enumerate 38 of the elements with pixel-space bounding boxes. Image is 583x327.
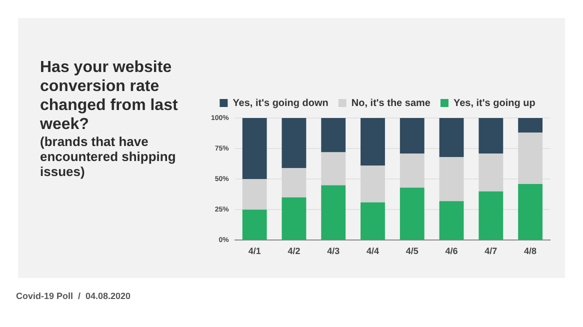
bar <box>518 132 543 184</box>
text: Covid-19 Poll / 04.08.2020 <box>16 291 131 301</box>
bar <box>321 152 346 186</box>
bar <box>400 188 424 240</box>
bar <box>478 118 504 154</box>
bar <box>360 118 385 166</box>
bar <box>478 191 504 240</box>
bar <box>321 185 346 240</box>
chart-title: Has your website conversion rate changed from last week? <box>40 58 179 134</box>
bar <box>282 118 306 168</box>
x-tick-label: 4/2 <box>288 246 300 256</box>
x-tick-label: 4/4 <box>366 246 380 256</box>
bar <box>439 201 464 240</box>
bar <box>360 166 385 202</box>
bar <box>439 157 464 202</box>
bar <box>478 153 504 192</box>
bar <box>439 118 464 158</box>
bar <box>360 202 385 240</box>
x-tick-label: 4/6 <box>445 246 458 256</box>
legend-label: Yes, it's going down <box>232 98 328 109</box>
text: (brands that have encountered shipping issues) <box>40 134 177 179</box>
legend-label: Yes, it's going up <box>453 98 536 109</box>
bar <box>400 153 424 188</box>
bar <box>282 168 306 198</box>
x-tick-label: 4/8 <box>524 246 537 256</box>
bar <box>282 197 306 240</box>
x-tick-label: 4/3 <box>327 246 340 256</box>
x-tick-label: 4/1 <box>248 246 261 256</box>
x-tick-label: 4/7 <box>484 246 498 256</box>
bar <box>400 118 424 154</box>
bar <box>242 179 267 210</box>
bar <box>518 184 543 240</box>
legend-label: No, it's the same <box>351 98 431 109</box>
bar <box>242 118 267 180</box>
bar <box>518 118 543 133</box>
bar <box>321 118 346 152</box>
x-tick-label: 4/5 <box>406 246 418 256</box>
bar <box>242 210 267 240</box>
